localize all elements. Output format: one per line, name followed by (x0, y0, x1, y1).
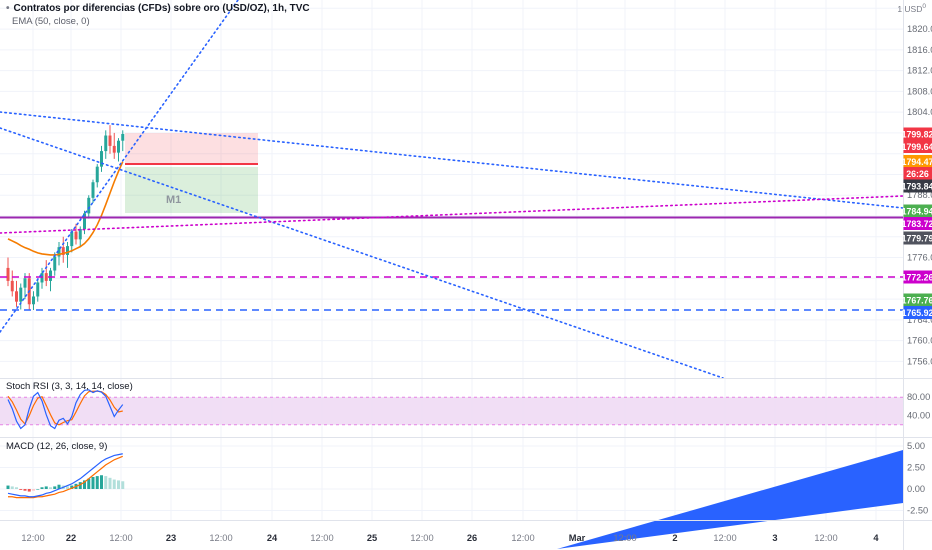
stoch-tick-label: 40.00 (907, 411, 930, 421)
price-axis[interactable]: 1820.00 1816.00 1812.00 1808.00 1804.00 1788.… (902, 24, 932, 516)
demand-zone[interactable] (125, 167, 258, 213)
time-axis[interactable]: 12:00 22 12:00 23 12:00 24 12:00 25 12:00 26 12:00… (21, 533, 879, 543)
stoch-tick-label: 80.00 (907, 392, 930, 402)
time-axis-label: 12:00 (209, 533, 232, 543)
price-badge (903, 179, 932, 193)
time-axis-label: 12:00 (511, 533, 534, 543)
macd-line (7, 453, 123, 498)
macd-tick-label: 2.50 (907, 463, 925, 473)
price-badge-label: 1784.94 (902, 206, 932, 216)
price-tick-label: 1812.00 (907, 66, 932, 76)
trendline[interactable] (0, 0, 239, 333)
price-badge (903, 167, 932, 180)
time-axis-label: 12:00 (713, 533, 736, 543)
macd-signal-line (8, 455, 123, 499)
trendline[interactable] (0, 127, 724, 379)
price-tick-label: 1760.00 (907, 336, 932, 346)
time-axis-label: 26 (467, 533, 477, 543)
price-badge (903, 204, 932, 218)
price-tick-label: 1764.00 (907, 315, 932, 325)
time-axis-label: 12:00 (109, 533, 132, 543)
macd-tick-label: -2.50 (907, 506, 928, 516)
series-bullet-icon: • (6, 3, 10, 14)
time-axis-label: 12:00 (410, 533, 433, 543)
time-axis-label: 12:00 (310, 533, 333, 543)
time-axis-label: 4 (873, 533, 879, 543)
time-axis-label: 12:00 (21, 533, 44, 543)
symbol-legend[interactable]: • Contratos por diferencias (CFDs) sobre… (6, 3, 310, 14)
time-axis-label: 12:00 (814, 533, 837, 543)
time-axis-label: 24 (267, 533, 278, 543)
price-tick-label: 1776.00 (907, 253, 932, 263)
time-axis-label: 2 (672, 533, 677, 543)
price-tick-label: 1804.00 (907, 107, 932, 117)
trendline[interactable] (0, 195, 904, 234)
grid (0, 0, 903, 520)
price-badge-label: 1765.92 (902, 308, 932, 318)
zone-label: M1 (166, 194, 181, 206)
macd-tick-label: 5.00 (907, 441, 925, 451)
stoch-k-line (7, 389, 124, 430)
price-badge (903, 155, 932, 168)
price-badge (903, 293, 932, 307)
symbol-title: Contratos por diferencias (CFDs) sobre o… (13, 3, 310, 14)
stoch-rsi-panel (0, 389, 903, 430)
time-axis-label: 25 (367, 533, 377, 543)
price-badge-label: 26:26 (906, 169, 929, 179)
time-axis-label: Mar (569, 533, 586, 543)
price-badge (903, 127, 932, 141)
price-badge (903, 231, 932, 245)
price-badge-label: 1799.82 (902, 129, 932, 139)
scale-unit-label: 1 USD0 (897, 3, 926, 14)
price-badge (903, 306, 932, 319)
price-badge-label: 1779.79 (902, 233, 932, 243)
supply-zone[interactable] (125, 133, 258, 164)
time-axis-label: 22 (66, 533, 76, 543)
price-badge (903, 270, 932, 284)
trendline[interactable] (0, 111, 904, 209)
price-tick-label: 1816.00 (907, 45, 932, 55)
price-tick-label: 1808.00 (907, 86, 932, 96)
price-tick-label: 1820.00 (907, 24, 932, 34)
projection-wedge[interactable] (557, 450, 903, 549)
ema-legend[interactable]: EMA (50, close, 0) (12, 16, 90, 27)
price-badge-label: 1767.76 (902, 295, 932, 305)
price-badge-label: 1783.72 (902, 219, 932, 229)
price-badge-label: 1793.84 (902, 181, 932, 191)
stoch-rsi-legend[interactable]: Stoch RSI (3, 3, 14, 14, close) (6, 381, 133, 392)
macd-panel (6, 450, 903, 549)
price-tick-label: 1756.00 (907, 356, 932, 366)
time-axis-label: 23 (166, 533, 176, 543)
price-badge-label: 1772.26 (902, 272, 932, 282)
price-badge-label: 1799.64 (902, 142, 932, 152)
candlestick-series (6, 125, 125, 310)
price-tick-label: 1788.00 (907, 190, 932, 200)
macd-tick-label: 0.00 (907, 484, 925, 494)
ema-line (7, 161, 124, 256)
macd-legend[interactable]: MACD (12, 26, close, 9) (6, 441, 108, 452)
time-axis-label: 3 (772, 533, 777, 543)
price-badge (903, 140, 932, 153)
price-badge-label: 1794.47 (902, 157, 932, 167)
price-badge (903, 217, 932, 230)
time-axis-label: 12:00 (613, 533, 636, 543)
